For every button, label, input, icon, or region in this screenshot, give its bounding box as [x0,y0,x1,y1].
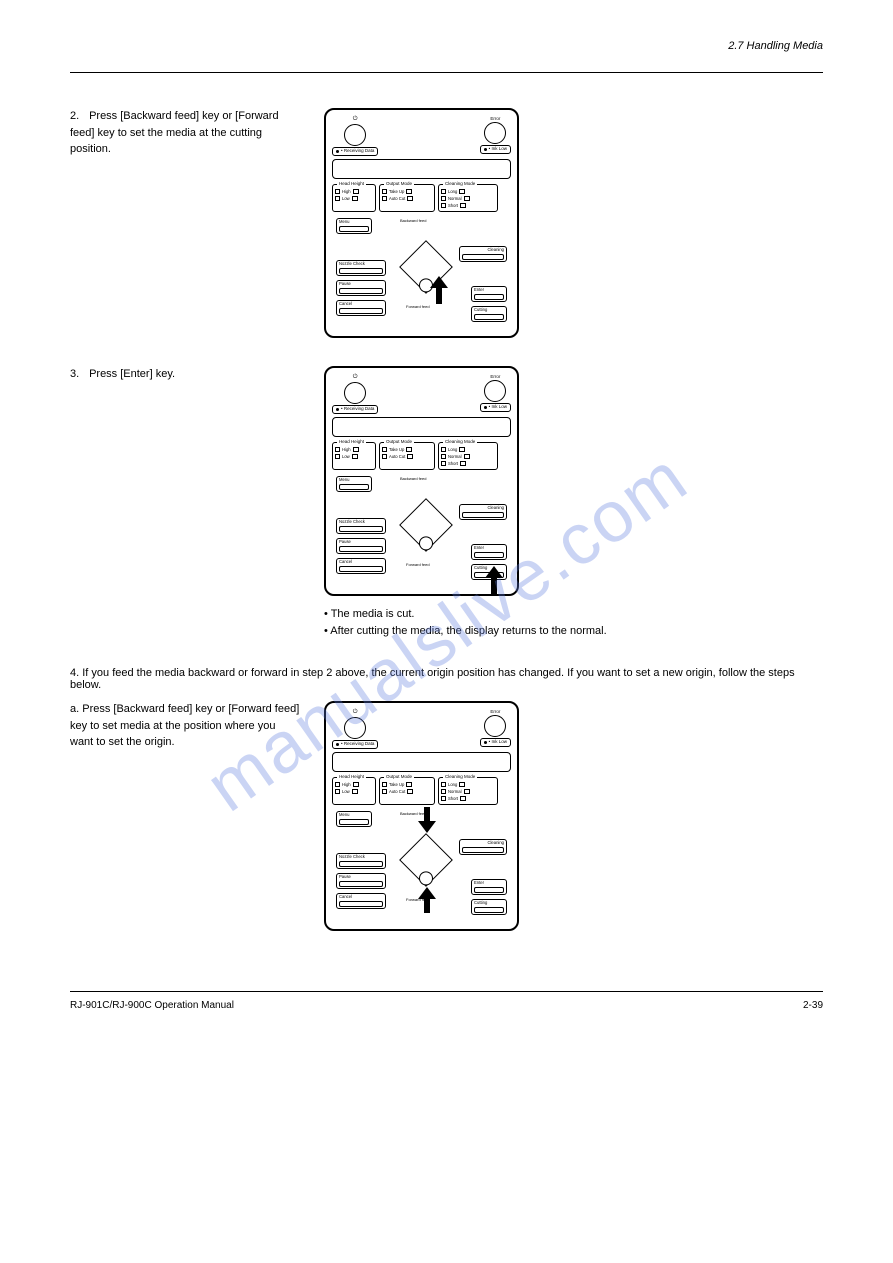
pause-button[interactable]: Pause [336,538,386,554]
error-label: Error [490,374,500,379]
control-panel: ⏻ • Receiving Data Error • Ink Low Head … [324,108,519,338]
receiving-pill: • Receiving Data [332,147,378,156]
step-4-intro: If you feed the media backward or forwar… [70,667,795,691]
hh-high: High [342,189,351,194]
cleaning-button[interactable]: Cleaning [459,839,507,855]
inklow-pill: • Ink Low [480,145,511,154]
receiving-pill: • Receiving Data [332,740,378,749]
error-knob[interactable] [484,715,506,737]
forward-label: Forward feed [406,562,430,567]
lcd-display [332,752,511,772]
step-3-after: • The media is cut. • After cutting the … [324,606,823,639]
hh-low: Low [342,196,350,201]
output-mode-box: Output Mode Take Up Auto Cut [379,184,435,212]
power-icon: ⏻ [353,709,358,716]
panel-3: ⏻• Receiving Data Error• Ink Low Head He… [324,701,519,931]
step-2: 2. Press [Backward feed] key or [Forward… [70,108,823,338]
power-knob[interactable] [344,717,366,739]
menu-button[interactable]: Menu [336,476,372,492]
dpad[interactable] [395,494,457,556]
step-4-num: 4. [70,667,79,679]
menu-button[interactable]: Menu [336,811,372,827]
step-2-body: Press [Backward feed] key or [Forward fe… [70,110,279,155]
step-4: 4. If you feed the media backward or for… [70,667,823,931]
dpad[interactable] [395,829,457,891]
footer-left: RJ-901C/RJ-900C Operation Manual [70,1000,234,1011]
enter-button[interactable]: Enter [471,879,507,895]
arrow-up-icon [418,887,436,913]
step-4a-text: a. Press [Backward feed] key or [Forward… [70,701,300,759]
cm-normal: Normal [448,196,462,201]
cm-short: Short [448,203,458,208]
step-4a-body: a. Press [Backward feed] key or [Forward… [70,701,300,751]
panel-2: ⏻• Receiving Data Error• Ink Low Head He… [324,366,519,596]
head-height-title: Head Height [337,181,366,186]
output-mode-title: Output Mode [384,181,414,186]
enter-button[interactable]: Enter [471,286,507,302]
nozzle-check-button[interactable]: Nozzle Check [336,260,386,276]
receiving-label: • Receiving Data [341,149,374,154]
head-height-box: Head Height High Low [332,184,376,212]
backward-label: Backward feed [400,218,426,223]
pause-button[interactable]: Pause [336,873,386,889]
om-takeup: Take Up [389,189,404,194]
error-knob[interactable] [484,380,506,402]
om-autocut: Auto Cut [389,196,405,201]
pause-button[interactable]: Pause [336,280,386,296]
cutting-button[interactable]: Cutting [471,899,507,915]
header-rule [70,72,823,73]
cleaning-button[interactable]: Cleaning [459,246,507,262]
step-3-num: 3. [70,366,86,383]
control-panel: ⏻• Receiving Data Error• Ink Low Head He… [324,366,519,596]
cleaning-button[interactable]: Cleaning [459,504,507,520]
control-panel: ⏻• Receiving Data Error• Ink Low Head He… [324,701,519,931]
cancel-button[interactable]: Cancel [336,300,386,316]
error-knob[interactable] [484,122,506,144]
inklow-label: • Ink Low [489,147,507,152]
menu-button[interactable]: Menu [336,218,372,234]
cm-long: Long [448,189,457,194]
arrow-down-icon [418,807,436,833]
step-3-body: Press [Enter] key. [89,368,175,380]
power-icon: ⏻ [353,374,358,381]
power-knob[interactable] [344,124,366,146]
inklow-pill: • Ink Low [480,403,511,412]
error-label: Error [490,116,500,121]
nozzle-check-button[interactable]: Nozzle Check [336,853,386,869]
power-icon: ⏻ [353,116,358,123]
cancel-button[interactable]: Cancel [336,893,386,909]
cleaning-mode-title: Cleaning Mode [443,181,477,186]
error-label: Error [490,709,500,714]
header-row: 2.7 Handling Media [70,40,823,52]
cutting-button[interactable]: Cutting [471,306,507,322]
arrow-up-icon [430,276,448,304]
step-2-text: 2. Press [Backward feed] key or [Forward… [70,108,300,166]
forward-label: Forward feed [406,304,430,309]
step-3-bullet-1: • The media is cut. [324,606,823,623]
lcd-display [332,417,511,437]
backward-label: Backward feed [400,476,426,481]
footer-right: 2-39 [803,1000,823,1011]
panel-1: ⏻ • Receiving Data Error • Ink Low Head … [324,108,519,338]
footer: RJ-901C/RJ-900C Operation Manual 2-39 [70,1000,823,1011]
error-group: Error • Ink Low [480,116,511,154]
step-3: 3. Press [Enter] key. ⏻• Receiving Data … [70,366,823,639]
lcd-display [332,159,511,179]
receiving-pill: • Receiving Data [332,405,378,414]
inklow-pill: • Ink Low [480,738,511,747]
step-3-bullet-2: • After cutting the media, the display r… [324,623,823,640]
arrow-up-icon [485,566,503,594]
step-2-num: 2. [70,108,86,125]
cancel-button[interactable]: Cancel [336,558,386,574]
power-knob[interactable] [344,382,366,404]
step-3-text: 3. Press [Enter] key. [70,366,300,391]
cleaning-mode-box: Cleaning Mode Long Normal Short [438,184,498,212]
footer-rule [70,991,823,992]
header-title: 2.7 Handling Media [728,40,823,52]
power-group: ⏻ • Receiving Data [332,116,378,156]
enter-button[interactable]: Enter [471,544,507,560]
nozzle-check-button[interactable]: Nozzle Check [336,518,386,534]
